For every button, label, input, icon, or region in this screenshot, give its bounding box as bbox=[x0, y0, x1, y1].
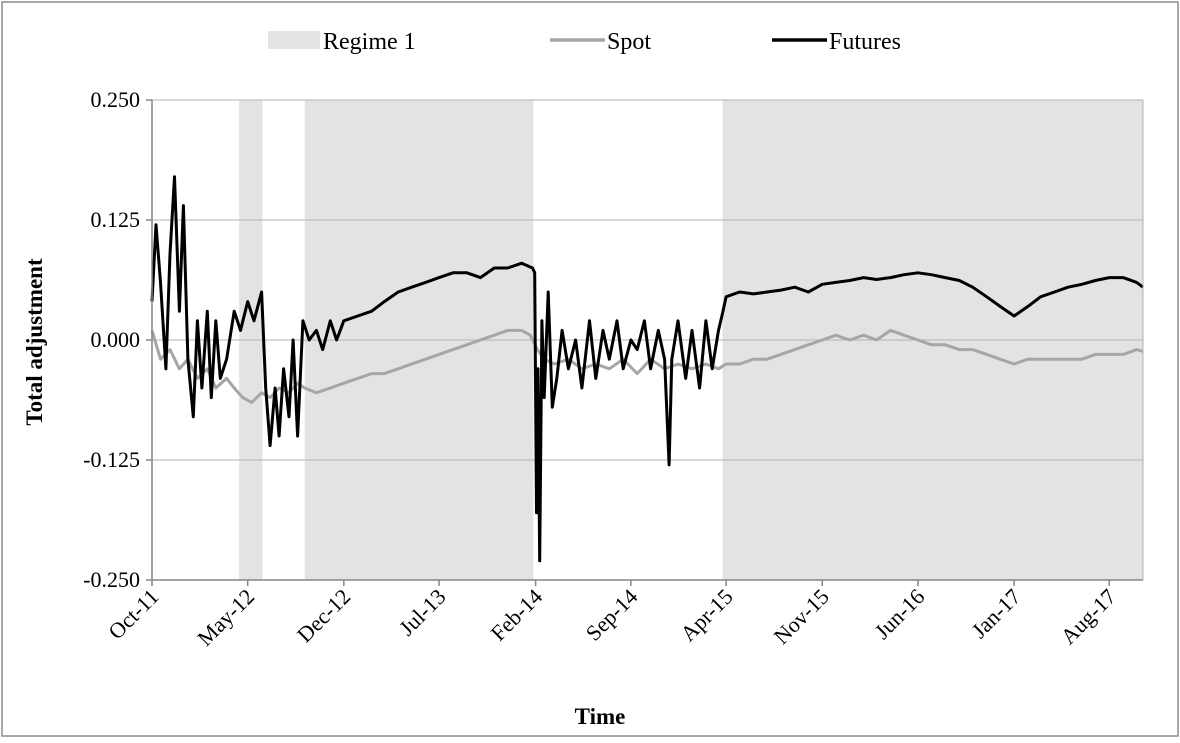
y-tick-label: 0.250 bbox=[91, 87, 141, 112]
y-tick-labels: 0.250 0.125 0.000 -0.125 -0.250 bbox=[83, 87, 140, 592]
y-axis-title: Total adjustment bbox=[22, 258, 47, 426]
legend-regime-label: Regime 1 bbox=[323, 29, 416, 55]
legend-spot-label: Spot bbox=[607, 29, 651, 55]
y-tick-label: -0.250 bbox=[83, 567, 140, 592]
y-tick-label: -0.125 bbox=[83, 447, 140, 472]
legend-regime-swatch bbox=[268, 31, 320, 49]
series-line-futures bbox=[150, 175, 1144, 563]
x-axis-title: Time bbox=[575, 704, 626, 729]
legend-futures-label: Futures bbox=[829, 29, 901, 55]
legend: Regime 1 Spot Futures bbox=[268, 29, 901, 55]
axes bbox=[146, 99, 1144, 586]
series-lines bbox=[150, 175, 1144, 563]
y-tick-label: 0.000 bbox=[91, 327, 141, 352]
y-tick-label: 0.125 bbox=[91, 207, 141, 232]
